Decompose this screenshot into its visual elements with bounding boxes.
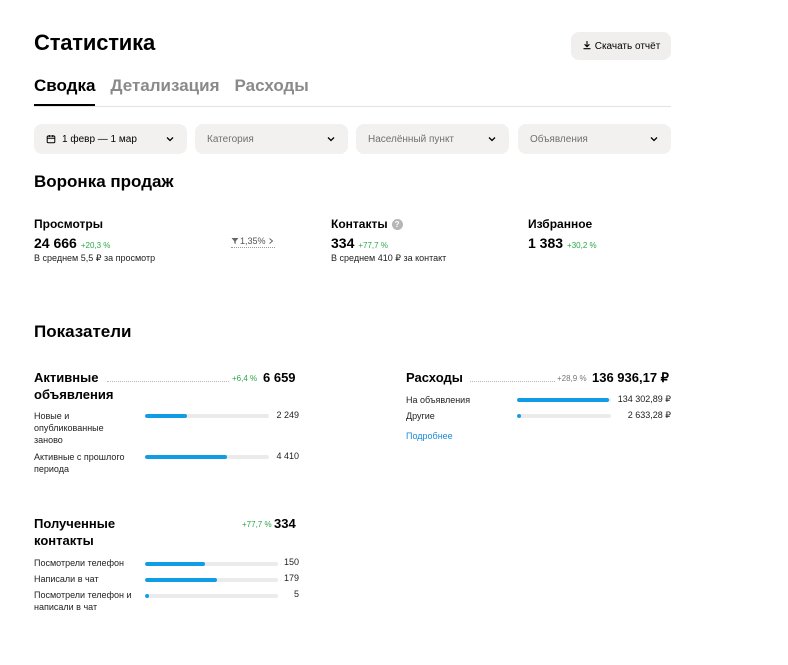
city-placeholder: Населённый пункт — [368, 133, 455, 145]
expenses-row-label: Другие — [406, 411, 435, 421]
tab-bar: Сводка Детализация Расходы — [34, 76, 309, 106]
contacts-block-delta: +77,7 % — [242, 520, 272, 529]
expenses-bar-fill — [517, 414, 521, 418]
contacts-title-line2: контакты — [34, 533, 94, 548]
expenses-title: Расходы — [406, 370, 463, 385]
date-range-value: 1 февр — 1 мар — [62, 133, 137, 145]
category-select[interactable]: Категория — [195, 124, 348, 154]
funnel-icon — [231, 238, 239, 244]
views-sub: В среднем 5,5 ₽ за просмотр — [34, 253, 156, 263]
active-ads-bar-fill — [145, 455, 227, 459]
favorites-label: Избранное — [528, 217, 593, 231]
contacts-bar-fill — [145, 578, 217, 582]
funnel-contacts: Контакты ? 334 +77,7 % В среднем 410 ₽ з… — [331, 217, 446, 264]
contacts-row-value: 5 — [293, 589, 299, 599]
download-icon — [582, 40, 592, 53]
funnel-title: Воронка продаж — [34, 172, 174, 191]
active-ads-title-line1: Активные — [34, 370, 99, 385]
calendar-icon — [46, 135, 56, 144]
active-ads-title-line2: объявления — [34, 387, 114, 402]
expenses-bar — [517, 398, 611, 402]
views-delta: +20,3 % — [80, 241, 111, 250]
chevron-down-icon — [650, 137, 658, 142]
contacts-bar — [145, 578, 278, 582]
conversion-value: 1,35% — [240, 236, 266, 246]
views-value: 24 666 — [34, 235, 77, 251]
contacts-row-label: Посмотрели телефон — [34, 558, 124, 568]
expenses-delta: +28,9 % — [557, 374, 587, 383]
expenses-row-value: 134 302,89 ₽ — [617, 394, 671, 404]
contacts-bar — [145, 594, 278, 598]
page-title: Статистика — [34, 30, 155, 55]
views-label: Просмотры — [34, 217, 104, 231]
dotted-leader — [107, 381, 229, 382]
favorites-value: 1 383 — [528, 235, 564, 251]
contacts-row-label: Написали в чат — [34, 574, 99, 584]
funnel-views: Просмотры 24 666 +20,3 % В среднем 5,5 ₽… — [34, 217, 155, 264]
conversion-link[interactable]: 1,35% — [231, 236, 275, 248]
active-ads-row-label: Новые и опубликованные заново — [34, 411, 104, 445]
funnel-favorites: Избранное 1 383 +30,2 % — [528, 217, 597, 251]
contacts-delta: +77,7 % — [358, 241, 388, 250]
contacts-bar — [145, 562, 278, 566]
chevron-down-icon — [488, 137, 496, 142]
ads-select[interactable]: Объявления — [518, 124, 671, 154]
city-select[interactable]: Населённый пункт — [356, 124, 509, 154]
contacts-row-label: Посмотрели телефон и написали в чат — [34, 590, 132, 612]
expenses-bar-fill — [517, 398, 610, 402]
chevron-down-icon — [166, 137, 174, 142]
active-ads-bar — [145, 455, 269, 459]
contacts-block-value: 334 — [274, 516, 296, 531]
contacts-row-value: 179 — [283, 573, 299, 583]
contacts-title-line1: Полученные — [34, 516, 116, 531]
question-icon[interactable]: ? — [391, 218, 403, 230]
active-ads-row-value: 2 249 — [276, 410, 299, 420]
tab-summary[interactable]: Сводка — [34, 76, 96, 106]
expenses-bar — [517, 414, 611, 418]
active-ads-row-label: Активные с прошлого периода — [34, 452, 125, 474]
chevron-right-icon — [268, 238, 273, 244]
active-ads-bar-fill — [145, 414, 188, 418]
indicators-title: Показатели — [34, 322, 132, 341]
ads-placeholder: Объявления — [530, 133, 588, 145]
date-range-select[interactable]: 1 февр — 1 мар — [34, 124, 187, 154]
chevron-down-icon — [327, 137, 335, 142]
active-ads-title: Активные объявления — [34, 369, 113, 403]
active-ads-value: 6 659 — [263, 370, 296, 385]
contacts-bar-fill — [145, 562, 205, 566]
active-ads-row-value: 4 410 — [276, 451, 299, 461]
tab-expenses[interactable]: Расходы — [234, 76, 309, 95]
contacts-block-title: Полученные контакты — [34, 515, 115, 549]
category-placeholder: Категория — [207, 133, 254, 145]
active-ads-delta: +6,4 % — [232, 374, 258, 383]
expenses-row-label: На объявления — [406, 395, 471, 405]
expenses-more-link[interactable]: Подробнее — [406, 431, 453, 441]
active-ads-bar — [145, 414, 269, 418]
expenses-row-value: 2 633,28 ₽ — [627, 410, 671, 420]
download-report-button[interactable]: Скачать отчёт — [571, 32, 671, 60]
contacts-row-value: 150 — [283, 557, 299, 567]
tabs-divider — [34, 106, 671, 107]
tab-details[interactable]: Детализация — [110, 76, 220, 95]
download-report-label: Скачать отчёт — [594, 40, 661, 52]
dotted-leader — [470, 381, 555, 382]
contacts-sub: В среднем 410 ₽ за контакт — [331, 253, 447, 263]
expenses-value: 136 936,17 ₽ — [592, 370, 669, 385]
contacts-bar-fill — [145, 594, 149, 598]
contacts-value: 334 — [331, 235, 355, 251]
contacts-label: Контакты — [331, 217, 388, 231]
favorites-delta: +30,2 % — [567, 241, 597, 250]
